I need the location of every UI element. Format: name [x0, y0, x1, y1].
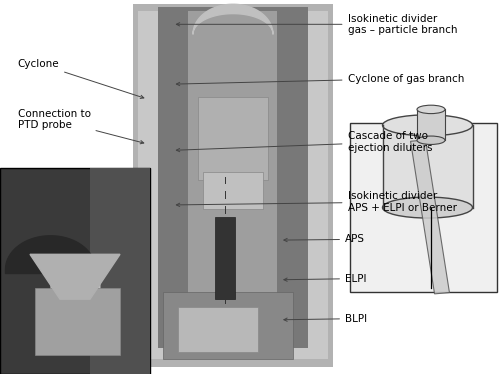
Text: Isokinetic divider
APS + ELPI or Berner: Isokinetic divider APS + ELPI or Berner: [176, 191, 456, 213]
FancyBboxPatch shape: [178, 307, 258, 352]
FancyBboxPatch shape: [202, 172, 262, 209]
FancyBboxPatch shape: [90, 168, 150, 374]
FancyBboxPatch shape: [35, 288, 120, 355]
FancyBboxPatch shape: [0, 168, 150, 374]
Text: Isokinetic divider
gas – particle branch: Isokinetic divider gas – particle branch: [176, 13, 457, 35]
Text: Cyclone: Cyclone: [18, 59, 144, 98]
Ellipse shape: [417, 136, 445, 144]
FancyBboxPatch shape: [215, 217, 235, 299]
FancyBboxPatch shape: [50, 266, 100, 288]
Polygon shape: [30, 254, 120, 299]
Ellipse shape: [417, 105, 445, 114]
FancyBboxPatch shape: [162, 292, 292, 359]
Ellipse shape: [382, 197, 472, 218]
FancyBboxPatch shape: [382, 125, 472, 208]
FancyBboxPatch shape: [350, 123, 498, 292]
FancyBboxPatch shape: [198, 97, 268, 180]
Polygon shape: [410, 140, 450, 294]
FancyBboxPatch shape: [158, 7, 308, 348]
Ellipse shape: [382, 115, 472, 136]
Text: ELPI: ELPI: [284, 274, 366, 283]
Text: BLPI: BLPI: [284, 314, 367, 324]
Text: Cascade of two
ejection diluters: Cascade of two ejection diluters: [176, 131, 432, 153]
FancyBboxPatch shape: [188, 11, 278, 352]
FancyBboxPatch shape: [132, 4, 332, 367]
Text: Connection to
PTD probe: Connection to PTD probe: [18, 109, 144, 144]
FancyBboxPatch shape: [417, 109, 445, 140]
FancyBboxPatch shape: [138, 11, 328, 359]
Text: Cyclone of gas branch: Cyclone of gas branch: [176, 74, 464, 86]
Text: APS: APS: [284, 234, 365, 244]
